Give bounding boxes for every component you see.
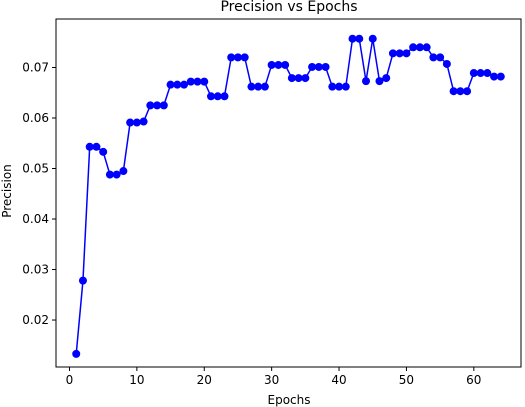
- y-tick-label: 0.03: [22, 263, 49, 277]
- data-point: [254, 82, 263, 91]
- data-point: [436, 53, 445, 62]
- data-point: [119, 167, 128, 176]
- data-point: [85, 142, 94, 151]
- data-point: [72, 349, 81, 358]
- data-point: [274, 60, 283, 69]
- data-point: [126, 118, 135, 127]
- x-tick-label: 60: [466, 373, 481, 387]
- data-point: [341, 82, 350, 91]
- data-point: [382, 74, 391, 83]
- data-point: [112, 170, 121, 179]
- data-point: [463, 87, 472, 96]
- data-point: [207, 92, 215, 101]
- x-tick-label: 20: [197, 373, 212, 387]
- y-tick-label: 0.07: [22, 60, 49, 74]
- data-point: [92, 142, 101, 151]
- data-point: [193, 77, 202, 86]
- data-point: [409, 43, 418, 52]
- data-point: [469, 69, 478, 78]
- data-point: [314, 62, 323, 71]
- data-point: [395, 49, 404, 58]
- x-tick-label: 50: [399, 373, 414, 387]
- data-point: [402, 49, 411, 58]
- data-point: [227, 53, 236, 62]
- y-tick-label: 0.04: [22, 212, 49, 226]
- data-point: [483, 69, 492, 78]
- data-point: [186, 77, 195, 86]
- data-point: [456, 87, 465, 96]
- data-point: [368, 34, 377, 43]
- data-point: [267, 60, 276, 69]
- chart-title: Precision vs Epochs: [220, 0, 357, 15]
- data-point: [240, 53, 249, 62]
- x-tick-label: 0: [66, 373, 74, 387]
- x-axis-label: Epochs: [268, 393, 311, 407]
- y-tick-label: 0.05: [22, 162, 49, 176]
- data-point: [449, 87, 458, 96]
- data-point: [247, 82, 256, 91]
- data-point: [335, 82, 344, 91]
- data-point: [153, 101, 162, 110]
- data-point: [180, 80, 189, 89]
- series-line: [75, 37, 501, 354]
- data-point: [213, 92, 222, 101]
- plot-area-frame: [55, 18, 522, 368]
- x-tick-label: 10: [129, 373, 144, 387]
- data-point: [281, 60, 290, 69]
- data-point: [294, 74, 303, 83]
- data-point: [442, 59, 451, 68]
- y-axis-label: Precision: [0, 164, 14, 218]
- data-point: [355, 34, 364, 43]
- data-point: [388, 49, 397, 58]
- data-point: [200, 77, 209, 86]
- data-point: [476, 69, 485, 78]
- data-point: [362, 77, 370, 86]
- y-tick-label: 0.02: [22, 313, 49, 327]
- data-point: [490, 72, 499, 81]
- data-point: [105, 170, 114, 179]
- data-point: [132, 118, 141, 127]
- data-point: [308, 62, 317, 71]
- y-tick-label: 0.06: [22, 111, 49, 125]
- x-tick-label: 40: [331, 373, 346, 387]
- data-point: [139, 117, 148, 126]
- data-point: [159, 101, 168, 110]
- data-point: [301, 74, 310, 83]
- data-point: [146, 101, 155, 110]
- data-point: [78, 276, 87, 285]
- x-tick-label: 30: [264, 373, 279, 387]
- data-point: [348, 34, 357, 43]
- data-point: [422, 43, 431, 52]
- data-point: [328, 82, 337, 91]
- data-point: [496, 72, 505, 81]
- data-point: [260, 82, 269, 91]
- data-point: [99, 147, 108, 156]
- data-point: [287, 74, 296, 83]
- data-point: [173, 80, 182, 89]
- data-point: [375, 77, 384, 86]
- data-point: [233, 53, 242, 62]
- data-point: [321, 62, 330, 71]
- data-point: [166, 80, 175, 89]
- data-point: [429, 53, 438, 62]
- data-point: [220, 92, 229, 101]
- data-point: [415, 43, 424, 52]
